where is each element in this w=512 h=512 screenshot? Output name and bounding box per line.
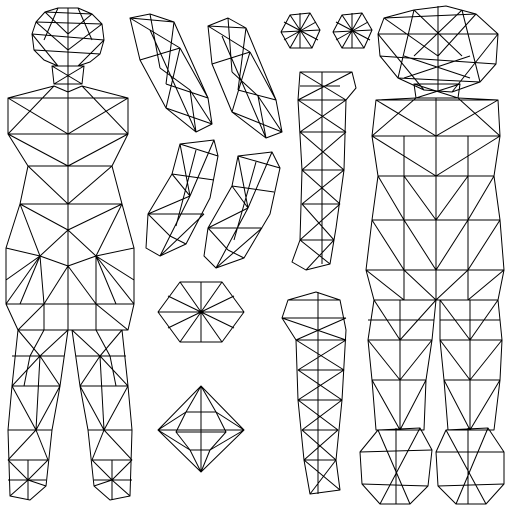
lower-leg-back-island xyxy=(281,291,347,495)
upper-arm-right-island xyxy=(207,17,283,139)
forearm-right-island xyxy=(203,151,281,269)
eye-right-island xyxy=(332,12,373,49)
upper-arm-left-island xyxy=(129,13,213,133)
disc-bottom-island xyxy=(157,385,245,473)
forearm-left-island xyxy=(145,139,219,257)
body-front-island xyxy=(5,7,135,501)
body-back-island xyxy=(359,5,505,505)
eye-left-island xyxy=(280,12,321,49)
lower-leg-front-island xyxy=(291,71,357,271)
disc-top-island xyxy=(157,281,245,343)
